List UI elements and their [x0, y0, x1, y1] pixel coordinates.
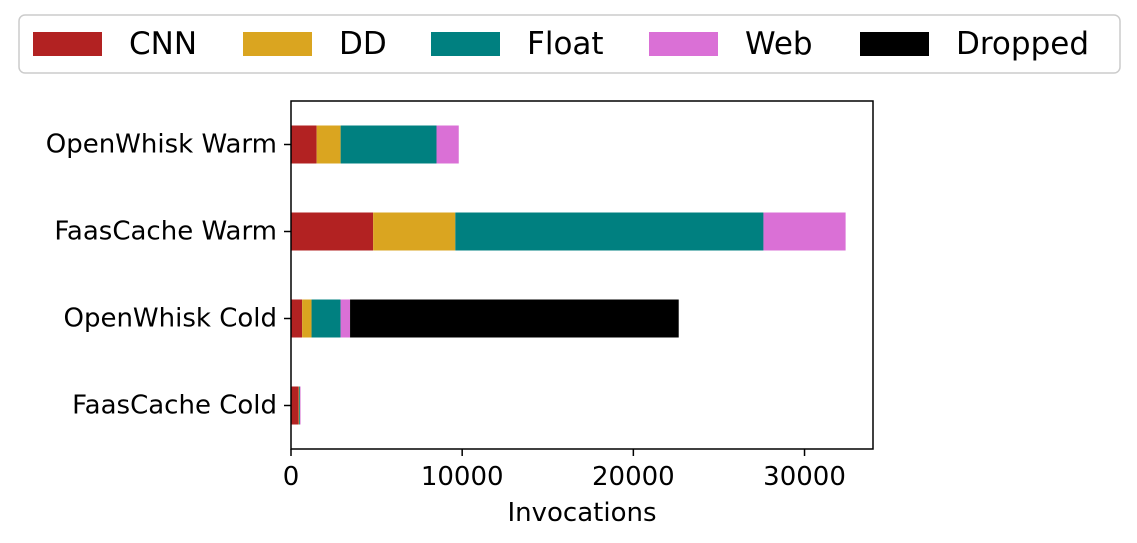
bar-cnn-faascache-cold [291, 386, 299, 425]
bar-float-openwhisk-cold [311, 299, 341, 338]
y-tick-label: FaasCache Warm [54, 217, 277, 247]
x-axis-label: Invocations [507, 498, 656, 528]
bar-web-openwhisk-warm [436, 125, 459, 164]
x-tick-label: 30000 [763, 462, 846, 492]
y-tick-label: OpenWhisk Warm [46, 130, 277, 160]
bar-float-faascache-cold [299, 386, 301, 425]
axes-frame [290, 100, 874, 450]
legend-label-web: Web [745, 26, 813, 62]
plot-area: OpenWhisk Warm FaasCache Warm OpenWhisk Co… [46, 100, 874, 528]
bar-dd-faascache-warm [373, 212, 456, 251]
bar-dd-faascache-cold [298, 386, 300, 425]
legend-label-cnn: CNN [129, 26, 197, 62]
legend-frame [18, 14, 1121, 74]
bar-dd-openwhisk-warm [316, 125, 341, 164]
legend-swatch-dd [243, 32, 312, 56]
bar-dd-openwhisk-cold [302, 299, 312, 338]
bar-dropped-openwhisk-cold [350, 299, 679, 338]
y-tick-label: OpenWhisk Cold [63, 304, 277, 334]
bar-web-openwhisk-cold [340, 299, 351, 338]
legend-label-dd: DD [339, 26, 387, 62]
y-tick-label: FaasCache Cold [72, 391, 277, 421]
bar-cnn-faascache-warm [291, 212, 374, 251]
x-tick-label: 0 [283, 462, 300, 492]
bar-float-faascache-warm [455, 212, 764, 251]
x-tick-label: 20000 [592, 462, 675, 492]
legend-swatch-dropped [860, 32, 929, 56]
bar-float-openwhisk-warm [340, 125, 437, 164]
x-tick-label: 10000 [421, 462, 504, 492]
legend-swatch-float [431, 32, 500, 56]
bar-cnn-openwhisk-warm [291, 125, 317, 164]
bar-cnn-openwhisk-cold [291, 299, 303, 338]
bar-web-faascache-warm [763, 212, 846, 251]
bar-web-faascache-cold [300, 386, 301, 425]
legend-label-float: Float [527, 26, 604, 62]
legend-swatch-cnn [33, 32, 102, 56]
legend-swatch-web [649, 32, 718, 56]
legend-label-dropped: Dropped [956, 26, 1089, 62]
legend: CNN DD Float Web Dropped [18, 14, 1121, 74]
